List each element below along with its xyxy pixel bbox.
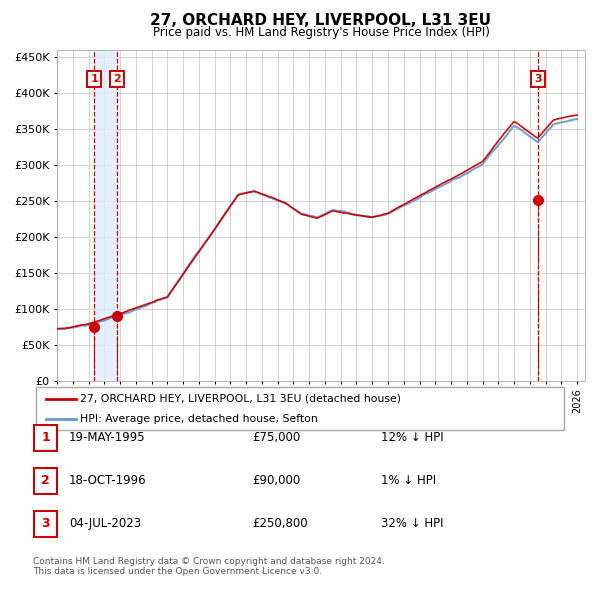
Text: 3: 3 <box>41 517 50 530</box>
Text: This data is licensed under the Open Government Licence v3.0.: This data is licensed under the Open Gov… <box>33 567 322 576</box>
Text: 3: 3 <box>534 74 542 84</box>
Text: 1% ↓ HPI: 1% ↓ HPI <box>381 474 436 487</box>
Text: 27, ORCHARD HEY, LIVERPOOL, L31 3EU: 27, ORCHARD HEY, LIVERPOOL, L31 3EU <box>151 13 491 28</box>
Text: 18-OCT-1996: 18-OCT-1996 <box>69 474 146 487</box>
Text: Price paid vs. HM Land Registry's House Price Index (HPI): Price paid vs. HM Land Registry's House … <box>152 26 490 39</box>
Text: 1: 1 <box>91 74 98 84</box>
Text: £90,000: £90,000 <box>252 474 300 487</box>
Text: 1: 1 <box>41 431 50 444</box>
Text: 19-MAY-1995: 19-MAY-1995 <box>69 431 146 444</box>
Text: 2: 2 <box>41 474 50 487</box>
Bar <box>94 50 117 381</box>
Text: £75,000: £75,000 <box>252 431 300 444</box>
Text: 2: 2 <box>113 74 121 84</box>
Text: 04-JUL-2023: 04-JUL-2023 <box>69 517 141 530</box>
Text: HPI: Average price, detached house, Sefton: HPI: Average price, detached house, Seft… <box>80 414 317 424</box>
Text: Contains HM Land Registry data © Crown copyright and database right 2024.: Contains HM Land Registry data © Crown c… <box>33 558 385 566</box>
Text: 12% ↓ HPI: 12% ↓ HPI <box>381 431 443 444</box>
Text: 32% ↓ HPI: 32% ↓ HPI <box>381 517 443 530</box>
Text: £250,800: £250,800 <box>252 517 308 530</box>
Text: 27, ORCHARD HEY, LIVERPOOL, L31 3EU (detached house): 27, ORCHARD HEY, LIVERPOOL, L31 3EU (det… <box>80 394 401 404</box>
